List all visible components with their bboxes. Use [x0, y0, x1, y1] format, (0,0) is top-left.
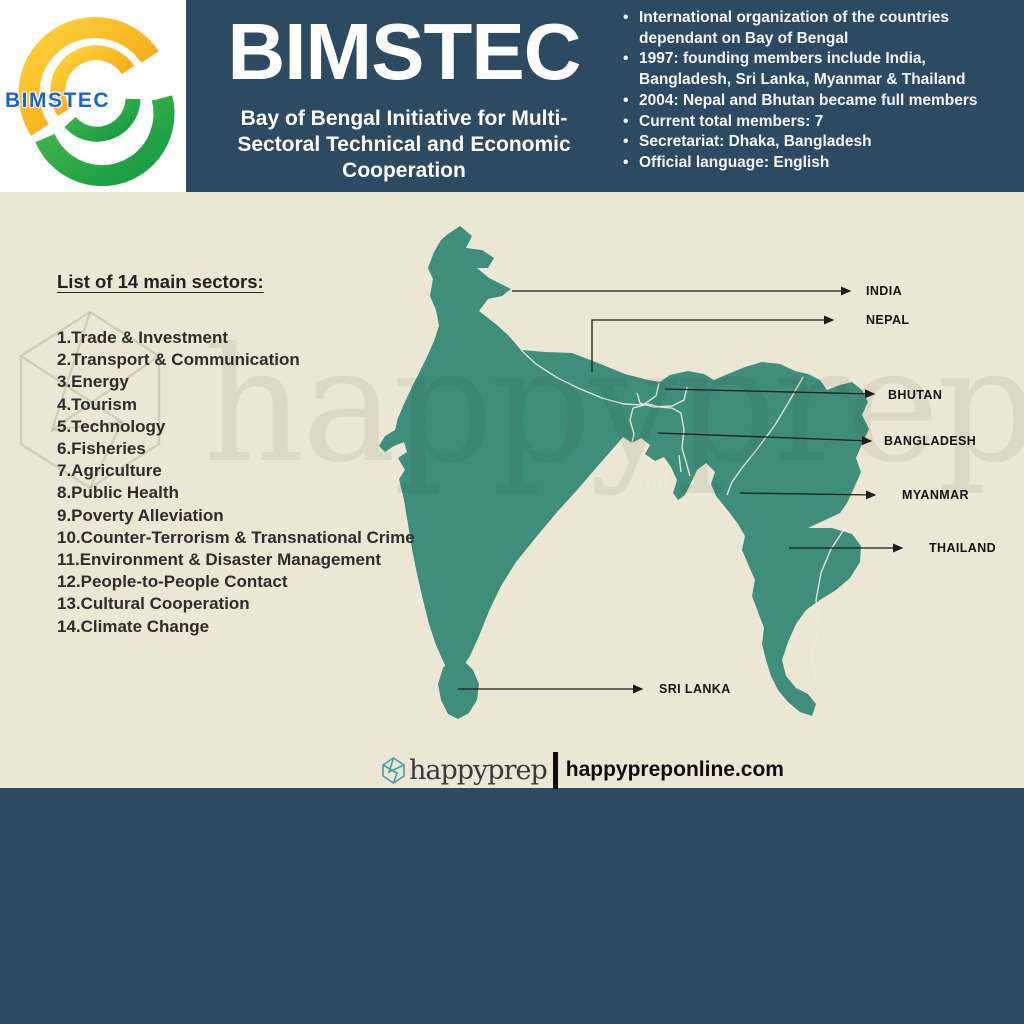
fact-line: Official language: English	[639, 153, 830, 171]
sector-item: 8.Public Health	[57, 483, 179, 503]
sector-item: 7.Agriculture	[57, 461, 162, 481]
sectors-block: List of 14 main sectors: 1.Trade & Inves…	[57, 271, 477, 638]
sectors-title: List of 14 main sectors:	[57, 271, 264, 292]
brand-name: happyprep	[409, 754, 548, 786]
country-borders	[520, 349, 846, 685]
sector-item: 12.People-to-People Contact	[57, 572, 288, 592]
fact-item: Official language: English	[622, 153, 1006, 174]
fact-item: 1997: founding members include India, Ba…	[622, 49, 1006, 90]
sector-item: 2.Transport & Communication	[57, 350, 300, 370]
brand-website: happypreponline.com	[565, 758, 784, 781]
arrow-nepal	[591, 315, 835, 372]
arrow-bhutan	[664, 388, 876, 399]
sector-item: 4.Tourism	[57, 394, 137, 414]
fact-item: International organization of the countr…	[622, 8, 1006, 49]
sectors-list: 1.Trade & Investment 2.Transport & Commu…	[57, 327, 477, 638]
sector-item: 14.Climate Change	[57, 616, 210, 636]
fact-item: Current total members: 7	[622, 112, 1006, 133]
sector-item: 9.Poverty Alleviation	[57, 505, 224, 525]
fact-line: International organization of the countr…	[639, 9, 950, 26]
sector-item: 3.Energy	[57, 372, 129, 392]
brand-divider	[552, 751, 558, 789]
subtitle-line: Cooperation	[342, 159, 466, 182]
footer-band: Leadership is rotated in alphabetical or…	[0, 788, 1024, 1024]
header-title-block: BIMSTEC Bay of Bengal Initiative for Mul…	[186, 0, 622, 192]
label-nepal: NEPAL	[866, 313, 910, 327]
happyprep-gem-icon	[382, 756, 405, 784]
label-bangladesh: BANGLADESH	[884, 434, 977, 448]
fact-line: dependant on Bay of Bengal	[639, 29, 849, 47]
fact-line: Bangladesh, Sri Lanka, Myanmar & Thailan…	[639, 71, 966, 89]
sector-item: 10.Counter-Terrorism & Transnational Cri…	[57, 527, 415, 547]
bimstec-swirl-icon	[18, 17, 175, 187]
fact-line: 1997: founding members include India,	[639, 50, 926, 68]
fact-item: 2004: Nepal and Bhutan became full membe…	[622, 91, 1006, 112]
subtitle-line: Sectoral Technical and Economic	[237, 133, 571, 156]
fact-line: Secretariat: Dhaka, Bangladesh	[639, 133, 872, 151]
header-facts-list: International organization of the countr…	[622, 8, 1006, 174]
sector-item: 5.Technology	[57, 416, 166, 436]
label-myanmar: MYANMAR	[902, 488, 969, 502]
fact-item: Secretariat: Dhaka, Bangladesh	[622, 132, 1006, 153]
header-band: BIMSTEC Bay of Bengal Initiative for Mul…	[0, 0, 1024, 192]
sector-item: 13.Cultural Cooperation	[57, 594, 250, 614]
page-subtitle: Bay of Bengal Initiative for Multi- Sect…	[186, 106, 622, 184]
brand-bar: happyprep happypreponline.com	[381, 749, 784, 791]
page-title: BIMSTEC	[227, 7, 582, 96]
sri-lanka-shape	[438, 656, 479, 719]
label-bhutan: BHUTAN	[888, 388, 943, 402]
bimstec-logo-text: BIMSTEC	[5, 89, 110, 112]
island-dot	[442, 645, 450, 653]
subtitle-line: Bay of Bengal Initiative for Multi-	[240, 107, 568, 130]
label-sri-lanka: SRI LANKA	[659, 682, 731, 696]
arrow-bangladesh	[657, 432, 873, 446]
fact-line: Current total members: 7	[639, 112, 824, 130]
bimstec-logo: BIMSTEC	[0, 0, 186, 192]
label-thailand: THAILAND	[929, 541, 997, 555]
fact-line: 2004: Nepal and Bhutan became full membe…	[639, 91, 978, 109]
sector-item: 1.Trade & Investment	[57, 328, 229, 347]
sector-item: 11.Environment & Disaster Management	[57, 550, 382, 570]
arrow-myanmar	[739, 490, 877, 500]
sector-item: 6.Fisheries	[57, 439, 146, 459]
label-india: INDIA	[866, 284, 903, 298]
bimstec-region-shape	[379, 226, 869, 716]
